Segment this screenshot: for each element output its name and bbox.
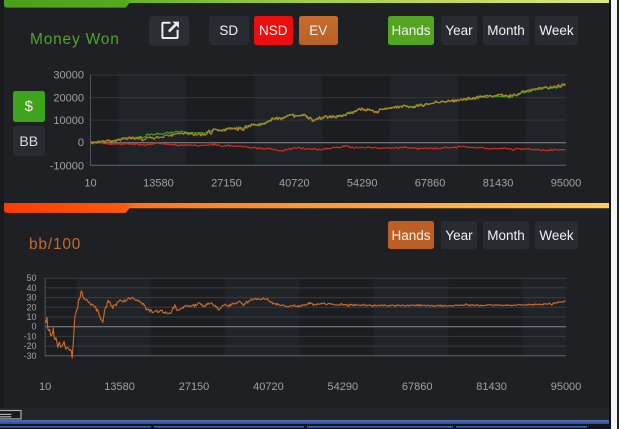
svg-text:40720: 40720 xyxy=(253,381,284,393)
svg-text:54290: 54290 xyxy=(328,381,359,393)
svg-text:-10000: -10000 xyxy=(50,160,84,172)
svg-text:27150: 27150 xyxy=(179,381,210,393)
svg-text:0: 0 xyxy=(31,322,36,332)
svg-text:67860: 67860 xyxy=(415,178,446,190)
svg-text:30: 30 xyxy=(26,293,36,303)
svg-text:95000: 95000 xyxy=(551,178,582,190)
svg-text:67860: 67860 xyxy=(402,381,433,393)
svg-text:10000: 10000 xyxy=(53,115,84,127)
svg-text:13580: 13580 xyxy=(143,178,174,190)
svg-text:20000: 20000 xyxy=(53,92,84,104)
svg-text:10: 10 xyxy=(26,312,36,322)
svg-text:13580: 13580 xyxy=(104,381,135,393)
svg-text:40720: 40720 xyxy=(279,178,310,190)
svg-text:-10: -10 xyxy=(23,331,36,341)
svg-text:10: 10 xyxy=(84,178,96,190)
svg-text:-20: -20 xyxy=(23,341,36,351)
svg-text:40: 40 xyxy=(26,283,36,293)
svg-text:95000: 95000 xyxy=(551,381,582,393)
svg-text:81430: 81430 xyxy=(476,381,507,393)
svg-text:20: 20 xyxy=(26,302,36,312)
svg-text:0: 0 xyxy=(78,137,84,149)
svg-text:27150: 27150 xyxy=(211,178,242,190)
svg-text:-30: -30 xyxy=(23,351,36,361)
svg-text:10: 10 xyxy=(39,381,51,393)
svg-text:54290: 54290 xyxy=(347,178,378,190)
svg-text:81430: 81430 xyxy=(483,178,514,190)
svg-text:50: 50 xyxy=(26,273,36,283)
svg-text:30000: 30000 xyxy=(53,70,84,82)
